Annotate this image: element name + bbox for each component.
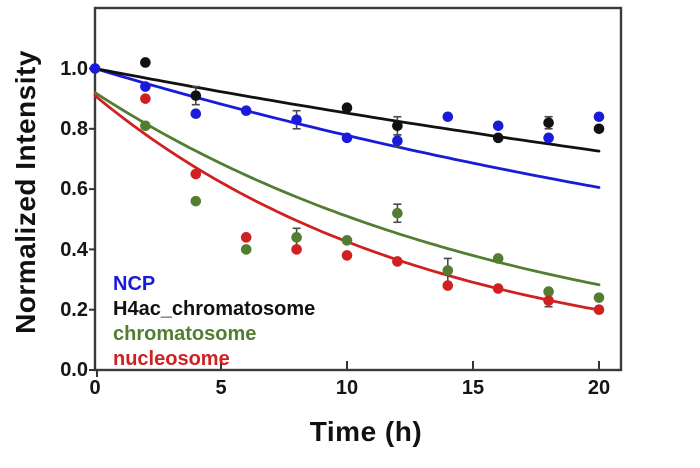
data-point-NCP <box>291 114 302 126</box>
data-point-NCP <box>89 63 101 74</box>
y-tick-label-0.6: 0.6 <box>60 178 88 200</box>
x-tick-label-5: 5 <box>215 377 227 399</box>
data-point-H4ac_chromatosome <box>593 123 605 135</box>
x-tick-label-15: 15 <box>461 377 485 399</box>
fit-curve-NCP <box>93 67 601 189</box>
data-point-NCP <box>190 108 202 120</box>
data-point-NCP <box>240 105 252 117</box>
data-point-NCP <box>492 120 504 132</box>
legend-item-nucleosome: nucleosome <box>113 348 230 370</box>
data-point-H4ac_chromatosome <box>190 90 202 101</box>
x-axis-title: Time (h) <box>309 416 423 447</box>
data-point-chromatosome <box>593 292 605 303</box>
legend-item-chromatosome: chromatosome <box>113 323 257 345</box>
fit-curve-chromatosome <box>93 91 601 287</box>
legend-item-ncp: NCP <box>113 273 156 295</box>
data-point-chromatosome <box>543 286 554 297</box>
data-point-nucleosome <box>240 232 252 243</box>
x-tick-label-20: 20 <box>587 377 611 399</box>
data-point-chromatosome <box>291 232 302 243</box>
data-point-H4ac_chromatosome <box>543 117 554 129</box>
data-point-H4ac_chromatosome <box>140 57 151 68</box>
data-point-nucleosome <box>291 244 302 255</box>
data-point-nucleosome <box>593 304 605 316</box>
data-point-chromatosome <box>190 195 202 207</box>
x-tick-label-10: 10 <box>335 377 359 399</box>
data-point-chromatosome <box>140 120 151 132</box>
data-point-NCP <box>442 111 454 123</box>
data-point-H4ac_chromatosome <box>492 132 504 144</box>
data-point-chromatosome <box>392 207 403 219</box>
data-point-H4ac_chromatosome <box>392 120 403 132</box>
data-point-NCP <box>341 132 353 144</box>
y-tick-label-0.4: 0.4 <box>60 239 88 261</box>
data-point-H4ac_chromatosome <box>341 102 353 113</box>
data-point-nucleosome <box>543 295 554 306</box>
legend-item-h4ac-chromatosome: H4ac_chromatosome <box>113 298 316 320</box>
data-point-nucleosome <box>341 250 353 261</box>
y-tick-label-0.0: 0.0 <box>60 359 88 381</box>
data-point-chromatosome <box>492 253 504 264</box>
data-point-NCP <box>543 132 554 144</box>
data-point-nucleosome <box>492 283 504 294</box>
data-point-NCP <box>593 111 605 123</box>
data-point-NCP <box>392 135 403 147</box>
fit-curve-H4ac_chromatosome <box>93 67 601 153</box>
data-point-nucleosome <box>140 93 151 104</box>
y-tick-label-0.8: 0.8 <box>60 118 88 140</box>
legend: NCP H4ac_chromatosome chromatosome nucle… <box>113 272 315 372</box>
y-tick-label-1.0: 1.0 <box>60 58 88 80</box>
data-point-chromatosome <box>240 244 252 255</box>
data-point-chromatosome <box>442 265 454 276</box>
data-point-chromatosome <box>341 235 353 246</box>
data-point-nucleosome <box>190 168 202 180</box>
y-tick-label-0.2: 0.2 <box>60 299 88 321</box>
data-point-nucleosome <box>442 280 454 291</box>
data-point-nucleosome <box>392 256 403 267</box>
x-tick-label-0: 0 <box>89 377 101 399</box>
data-point-NCP <box>140 81 151 92</box>
